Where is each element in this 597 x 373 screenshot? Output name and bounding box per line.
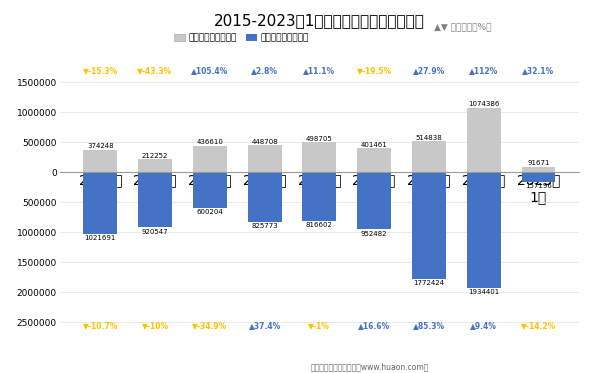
Bar <box>138 172 172 228</box>
Bar <box>303 142 336 172</box>
Bar <box>303 172 336 221</box>
Legend: 出口总额（万美元）, 进口总额（万美元）: 出口总额（万美元）, 进口总额（万美元） <box>171 30 312 46</box>
Text: ▲112%: ▲112% <box>469 66 498 75</box>
Bar <box>84 150 117 172</box>
Bar <box>248 145 282 172</box>
Text: ▲2.8%: ▲2.8% <box>251 66 278 75</box>
Bar <box>248 172 282 222</box>
Text: ▲9.4%: ▲9.4% <box>470 321 497 330</box>
Text: ▲27.9%: ▲27.9% <box>413 66 445 75</box>
Text: 816602: 816602 <box>306 222 333 228</box>
Text: 1772424: 1772424 <box>414 280 444 286</box>
Text: 952482: 952482 <box>361 231 387 236</box>
Text: ▼-34.9%: ▼-34.9% <box>192 321 227 330</box>
Text: 436610: 436610 <box>196 140 223 145</box>
Text: 401461: 401461 <box>361 142 387 148</box>
Text: ▼-10.7%: ▼-10.7% <box>82 321 118 330</box>
Bar <box>412 172 446 279</box>
Title: 2015-2023年1月海南经济特区进、出口额: 2015-2023年1月海南经济特区进、出口额 <box>214 13 425 28</box>
Text: ▲16.6%: ▲16.6% <box>358 321 390 330</box>
Text: 920547: 920547 <box>141 229 168 235</box>
Text: ▲105.4%: ▲105.4% <box>191 66 229 75</box>
Text: 374248: 374248 <box>87 143 113 149</box>
Text: ▲85.3%: ▲85.3% <box>413 321 445 330</box>
Bar <box>84 172 117 233</box>
Bar <box>522 172 555 182</box>
Text: 212252: 212252 <box>142 153 168 159</box>
Text: ▼-43.3%: ▼-43.3% <box>137 66 173 75</box>
Bar <box>357 172 391 229</box>
Bar <box>467 108 501 172</box>
Text: ▲37.4%: ▲37.4% <box>248 321 281 330</box>
Text: ▼-19.5%: ▼-19.5% <box>356 66 392 75</box>
Text: ▲▼ 同比增速（%）: ▲▼ 同比增速（%） <box>433 22 491 31</box>
Text: ▲11.1%: ▲11.1% <box>303 66 336 75</box>
Bar <box>467 172 501 288</box>
Bar <box>522 167 555 172</box>
Text: 1074386: 1074386 <box>468 101 500 107</box>
Text: ▼-1%: ▼-1% <box>309 321 330 330</box>
Text: ▼-15.3%: ▼-15.3% <box>83 66 118 75</box>
Text: 825773: 825773 <box>251 223 278 229</box>
Bar <box>412 141 446 172</box>
Text: 448708: 448708 <box>251 139 278 145</box>
Text: 600204: 600204 <box>196 209 223 215</box>
Text: ▼-14.2%: ▼-14.2% <box>521 321 556 330</box>
Text: 1934401: 1934401 <box>468 289 499 295</box>
Bar <box>357 148 391 172</box>
Text: 498705: 498705 <box>306 136 333 142</box>
Text: 157196: 157196 <box>525 183 552 189</box>
Text: 1021691: 1021691 <box>85 235 116 241</box>
Text: ▲32.1%: ▲32.1% <box>522 66 555 75</box>
Text: ▼-10%: ▼-10% <box>141 321 168 330</box>
Text: 514838: 514838 <box>416 135 442 141</box>
Bar <box>193 172 227 208</box>
Bar <box>193 146 227 172</box>
Text: 91671: 91671 <box>527 160 550 166</box>
Bar <box>138 159 172 172</box>
Text: 制图：华经产业研究院（www.huaon.com）: 制图：华经产业研究院（www.huaon.com） <box>311 362 429 371</box>
